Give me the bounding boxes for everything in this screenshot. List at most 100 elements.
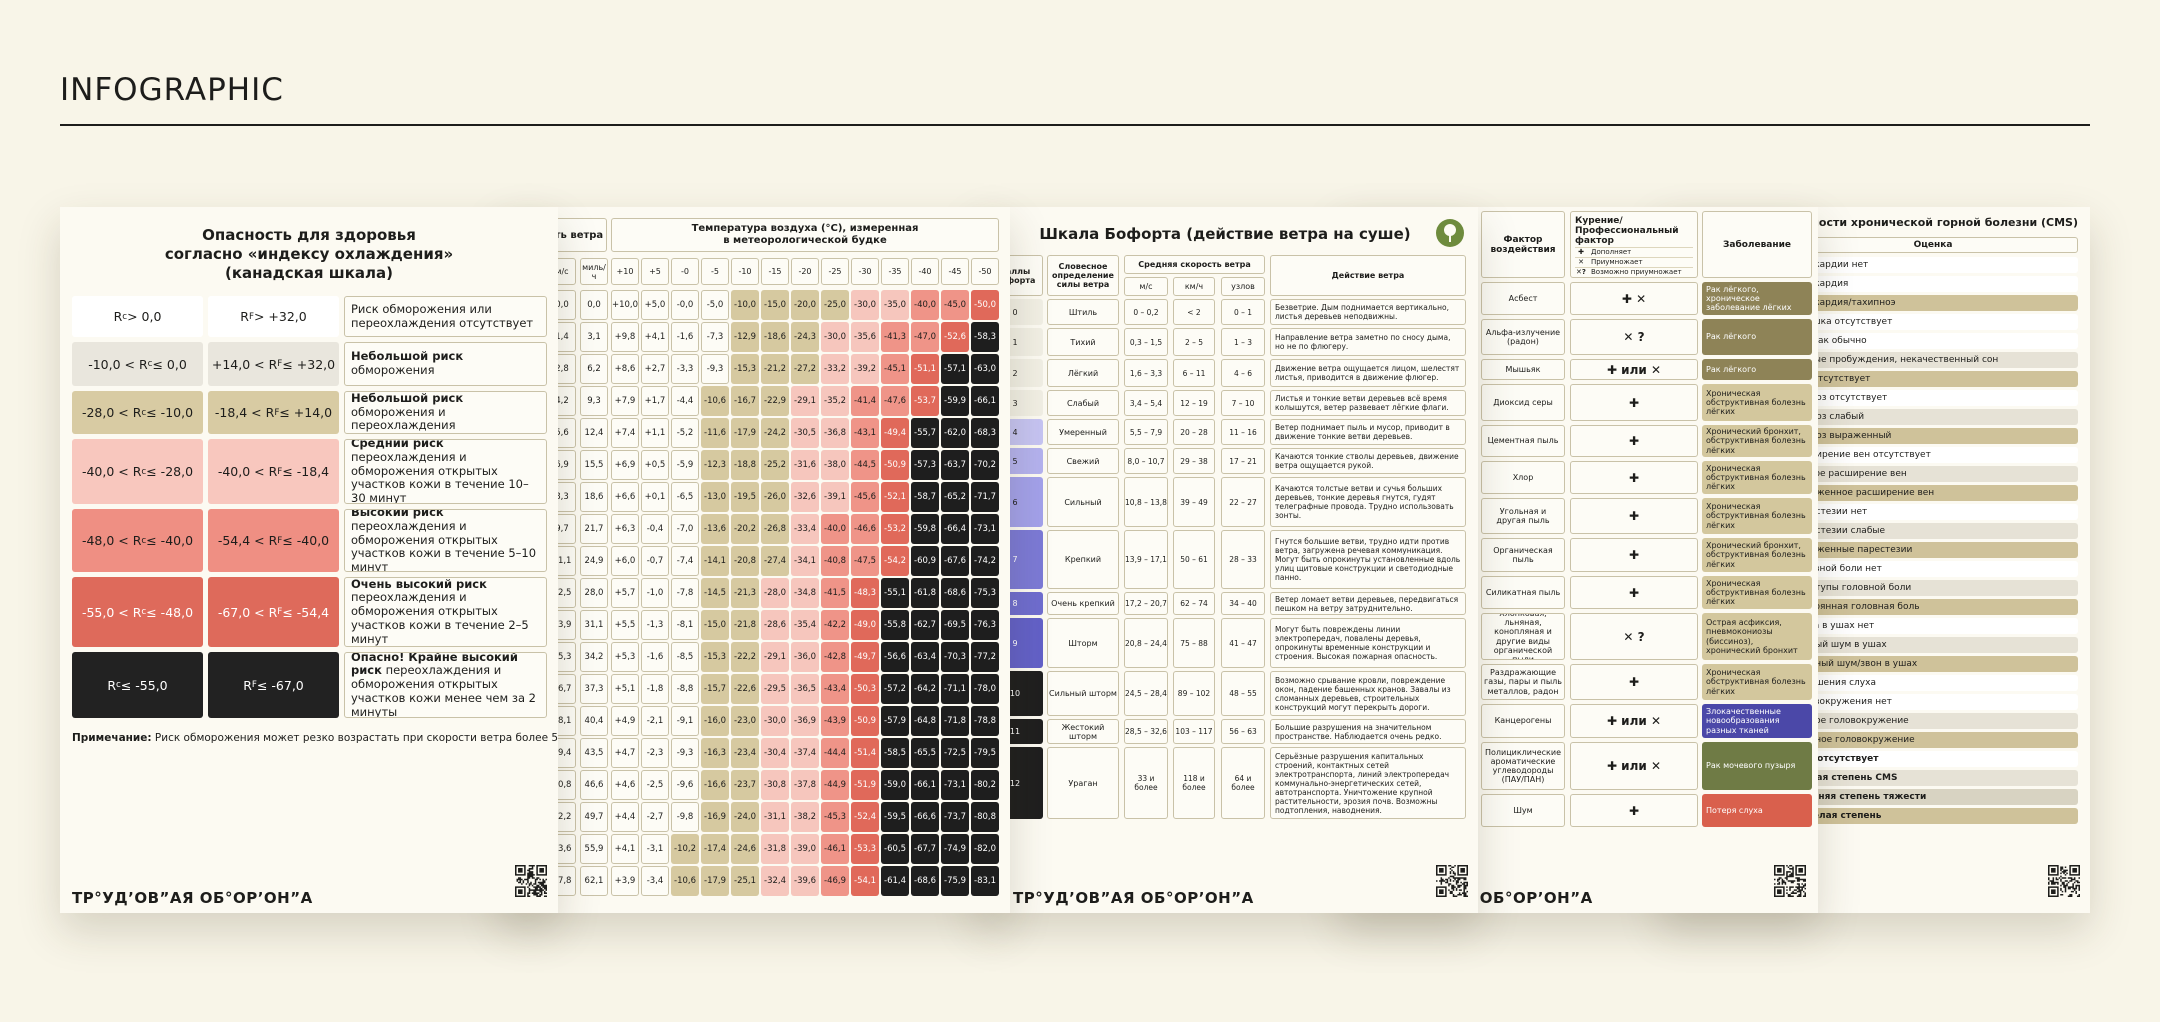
effect-header: Действие ветра	[1270, 255, 1466, 296]
temperature-cell: +6,0	[611, 546, 639, 576]
temperature-cell: -21,8	[731, 610, 759, 640]
temperature-cell: -52,1	[881, 482, 909, 512]
temperature-cell: -21,2	[761, 354, 789, 384]
temperature-cell: -39,1	[821, 482, 849, 512]
ms-cell: 8,0 – 10,7	[1124, 448, 1168, 474]
temperature-cell: -9,3	[701, 354, 729, 384]
temperature-cell: 15,5	[580, 450, 608, 480]
temperature-cell: -35,2	[821, 386, 849, 416]
temperature-cell: -71,1	[941, 674, 969, 704]
temperature-cell: -12,3	[701, 450, 729, 480]
column-header: -0	[671, 258, 699, 285]
cms-row: Парестезии нет	[1788, 504, 2078, 520]
temperature-cell: -53,2	[881, 514, 909, 544]
kmh-cell: 39 – 49	[1173, 477, 1215, 527]
disease-cell: Хроническая обструктивная болезнь лёгких	[1702, 461, 1812, 494]
temperature-cell: -2,3	[641, 738, 669, 768]
factor-cell: Цементная пыль	[1481, 425, 1565, 457]
legend-item: ✕? Возможно приумножает	[1575, 267, 1693, 276]
temperature-cell: 6,2	[580, 354, 608, 384]
cms-row: Слабый шум в ушах	[1788, 637, 2078, 653]
temperature-cell: +7,4	[611, 418, 639, 448]
temperature-cell: -22,2	[731, 642, 759, 672]
knots-cell: 4 – 6	[1221, 359, 1265, 387]
cms-row: Головной боли нет	[1788, 561, 2078, 577]
temperature-cell: -14,5	[701, 578, 729, 608]
risk-detail: Риск обморожения или переохлаждения отсу…	[351, 301, 534, 330]
risk-text: Опасно! Крайне высокий риск переохлажден…	[351, 653, 540, 717]
temperature-cell: -49,4	[881, 418, 909, 448]
temperature-cell: -64,2	[911, 674, 939, 704]
name-header: Словесное определение силы ветра	[1047, 255, 1119, 296]
cms-row: Лёгкое расширение вен	[1788, 466, 2078, 482]
relation-cell: ✚	[1570, 461, 1698, 494]
cms-row: Слабое головокружение	[1788, 713, 2078, 729]
temperature-cell: +4,1	[641, 322, 669, 352]
temperature-cell: -58,7	[911, 482, 939, 512]
effect-cell: Возможно срывание кровли, повреждение ок…	[1270, 671, 1466, 716]
temperature-cell: -23,7	[731, 770, 759, 800]
temperature-cell: -29,1	[791, 386, 819, 416]
factor-cell: Альфа-излучение (радон)	[1481, 319, 1565, 355]
temperature-cell: 40,4	[580, 706, 608, 736]
temperature-cell: -42,8	[821, 642, 849, 672]
temperature-cell: -56,6	[881, 642, 909, 672]
temperature-cell: -76,3	[971, 610, 999, 640]
temperature-cell: -5,0	[701, 290, 729, 320]
cms-row: Выраженное расширение вен	[1788, 485, 2078, 501]
temperature-cell: -36,0	[791, 642, 819, 672]
note-text: Риск обморожения может резко возрастать …	[151, 732, 558, 744]
ms-cell: 24,5 – 28,4	[1124, 671, 1168, 716]
temperature-cell: -4,4	[671, 386, 699, 416]
column-header: -50	[971, 258, 999, 285]
temperature-cell: -42,2	[821, 610, 849, 640]
temperature-cell: -65,2	[941, 482, 969, 512]
disease-cell: Потеря слуха	[1702, 794, 1812, 827]
cms-row: Цианоз слабый	[1788, 409, 2078, 425]
temperature-cell: -39,2	[851, 354, 879, 384]
temperature-cell: -0,4	[641, 514, 669, 544]
temperature-cell: -1,8	[641, 674, 669, 704]
temperature-cell: -44,4	[821, 738, 849, 768]
kmh-cell: 12 – 19	[1173, 390, 1215, 416]
cms-row: Сон как обычно	[1788, 333, 2078, 349]
temperature-cell: -49,7	[851, 642, 879, 672]
temperature-cell: -46,6	[851, 514, 879, 544]
temperature-cell: -30,8	[761, 770, 789, 800]
temperature-cell: -21,3	[731, 578, 759, 608]
relation-cell: ✚ или ✕	[1570, 742, 1698, 790]
cms-row: Парестезии слабые	[1788, 523, 2078, 539]
temperature-cell: -10,6	[671, 866, 699, 896]
factor-cell: Мышьяк	[1481, 359, 1565, 380]
qr-modules	[1774, 865, 1806, 897]
ms-cell: 17,2 – 20,7	[1124, 592, 1168, 615]
temperature-cell: -37,8	[791, 770, 819, 800]
temperature-cell: -22,9	[761, 386, 789, 416]
temperature-cell: -40,0	[821, 514, 849, 544]
temperature-cell: -80,8	[971, 802, 999, 832]
temperature-cell: -30,0	[761, 706, 789, 736]
name-cell: Сильный	[1047, 477, 1119, 527]
knots-cell: 28 – 33	[1221, 530, 1265, 589]
temperature-cell: -61,4	[881, 866, 909, 896]
temperature-cell: -55,8	[881, 610, 909, 640]
temperature-cell: -74,9	[941, 834, 969, 864]
temperature-cell: -49,0	[851, 610, 879, 640]
temperature-cell: -58,3	[971, 322, 999, 352]
effect-cell: Движение ветра ощущается лицом, шелестят…	[1270, 359, 1466, 387]
smoking-header-text: Курение/ Профессиональный фактор	[1575, 216, 1679, 246]
temp-header: Температура воздуха (°C), измеренная в м…	[611, 218, 999, 252]
temperature-cell: -36,8	[821, 418, 849, 448]
factor-cell: Угольная и другая пыль	[1481, 498, 1565, 534]
temperature-cell: -46,1	[821, 834, 849, 864]
disease-cell: Рак мочевого пузыря	[1702, 742, 1812, 790]
risk-text-line: Высокий риск переохлаждения и обморожени…	[351, 510, 540, 571]
temperature-cell: -66,1	[971, 386, 999, 416]
temperature-cell: -72,5	[941, 738, 969, 768]
temperature-cell: -51,1	[911, 354, 939, 384]
temperature-cell: -68,3	[971, 418, 999, 448]
temperature-cell: -45,3	[821, 802, 849, 832]
ms-cell: 0,3 – 1,5	[1124, 328, 1168, 356]
